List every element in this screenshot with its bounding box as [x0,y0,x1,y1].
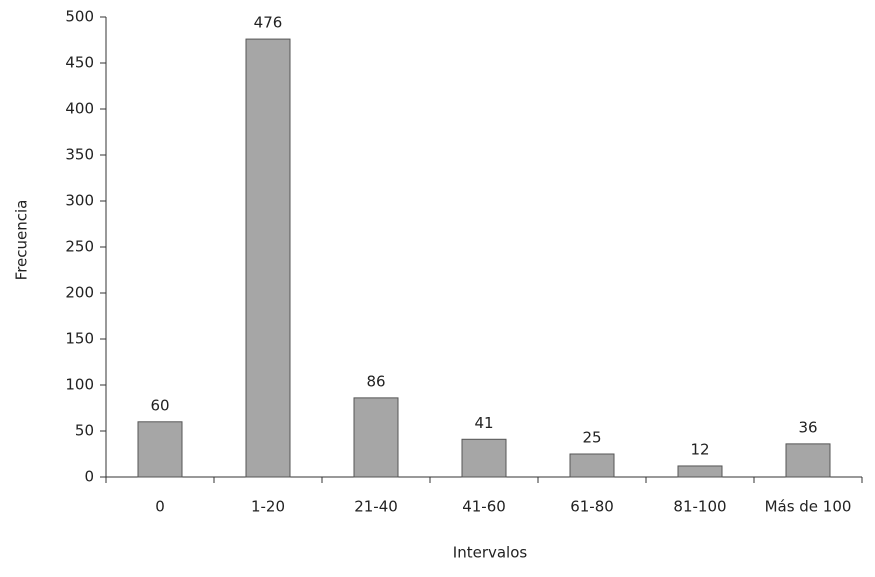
y-tick-label: 150 [65,330,94,348]
y-tick-label: 50 [75,422,94,440]
x-tick-label: 1-20 [251,498,285,516]
y-tick-label: 250 [65,238,94,256]
data-label: 86 [366,372,385,390]
bar [353,397,399,478]
y-tick-label: 450 [65,54,94,72]
y-tick-label: 400 [65,100,94,118]
y-tick-label: 200 [65,284,94,302]
y-axis-label: Frecuencia [13,200,31,281]
x-tick-label: Más de 100 [765,498,852,516]
y-tick-label: 300 [65,192,94,210]
y-tick-label: 350 [65,146,94,164]
x-tick-label: 0 [155,498,165,516]
bar [137,421,183,478]
data-label: 36 [798,418,817,436]
y-tick-label: 100 [65,376,94,394]
x-tick-label: 81-100 [673,498,726,516]
data-label: 12 [690,440,709,458]
bar [569,453,615,478]
bar [677,465,723,478]
data-label: 60 [150,396,169,414]
y-tick-label: 500 [65,8,94,26]
data-label: 25 [582,429,601,447]
x-tick-label: 61-80 [570,498,614,516]
bar [461,438,507,478]
data-label: 41 [474,414,493,432]
y-tick-label: 0 [84,468,94,486]
bar [245,38,291,478]
x-tick-label: 21-40 [354,498,398,516]
x-axis-label: Intervalos [453,544,528,562]
bar [785,443,831,478]
data-label: 476 [254,14,283,32]
x-tick-label: 41-60 [462,498,506,516]
